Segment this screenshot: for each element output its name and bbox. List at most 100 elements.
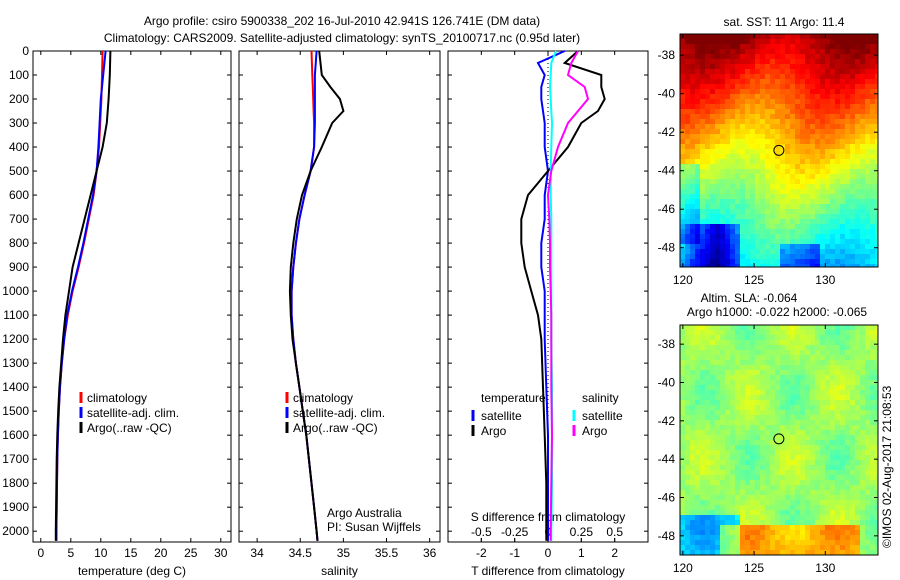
map-cell (870, 520, 875, 525)
map-cell (735, 380, 740, 385)
map-cell (720, 189, 725, 194)
map-cell (795, 505, 800, 510)
map-cell (720, 420, 725, 425)
map-cell (840, 249, 845, 254)
map-cell (840, 370, 845, 375)
map-cell (720, 350, 725, 355)
map-cell (785, 109, 790, 114)
map-cell (835, 350, 840, 355)
map-cell (695, 435, 700, 440)
map-cell (695, 109, 700, 114)
map-cell (870, 495, 875, 500)
map-cell (740, 530, 745, 535)
map-cell (830, 44, 835, 49)
map-cell (855, 390, 860, 395)
map-cell (790, 179, 795, 184)
map-cell (870, 179, 875, 184)
map-cell (705, 164, 710, 169)
map-cell (835, 104, 840, 109)
map-cell (690, 239, 695, 244)
y-tick-label: 700 (9, 212, 29, 226)
map-cell (830, 254, 835, 259)
map-cell (685, 69, 690, 74)
map-cell (835, 264, 840, 267)
map-cell (865, 540, 870, 545)
map-cell (865, 209, 870, 214)
map-cell (725, 89, 730, 94)
map-cell (750, 340, 755, 345)
map-cell (770, 139, 775, 144)
map-cell (695, 400, 700, 405)
map-cell (855, 430, 860, 435)
map-cell (850, 380, 855, 385)
map-cell (840, 495, 845, 500)
map-cell (785, 259, 790, 264)
legend-header: salinity (582, 391, 619, 405)
map-cell (800, 330, 805, 335)
map-cell (695, 69, 700, 74)
map-cell (875, 465, 878, 470)
map-cell (695, 375, 700, 380)
map-cell (755, 109, 760, 114)
map-cell (730, 500, 735, 505)
map-cell (830, 530, 835, 535)
map-cell (790, 184, 795, 189)
map-cell (740, 410, 745, 415)
map-cell (860, 350, 865, 355)
map-cell (775, 460, 780, 465)
map-cell (755, 84, 760, 89)
map-cell (710, 325, 715, 330)
map-cell (740, 64, 745, 69)
map-cell (700, 239, 705, 244)
map-cell (780, 485, 785, 490)
map-cell (715, 109, 720, 114)
map-cell (785, 400, 790, 405)
map-cell (860, 540, 865, 545)
map-cell (745, 249, 750, 254)
map-cell (835, 410, 840, 415)
map-cell (685, 425, 690, 430)
map-cell (745, 395, 750, 400)
map-cell (835, 89, 840, 94)
map-cell (685, 114, 690, 119)
map-cell (820, 219, 825, 224)
map-cell (850, 525, 855, 530)
map-cell (830, 405, 835, 410)
map-cell (725, 430, 730, 435)
map-cell (860, 99, 865, 104)
map-cell (770, 410, 775, 415)
map-cell (805, 204, 810, 209)
map-cell (770, 159, 775, 164)
map-cell (800, 375, 805, 380)
map-cell (760, 109, 765, 114)
map-cell (800, 440, 805, 445)
map-cell (875, 445, 878, 450)
map-cell (780, 159, 785, 164)
map-cell (760, 64, 765, 69)
map-cell (870, 129, 875, 134)
map-cell (815, 59, 820, 64)
map-cell (815, 44, 820, 49)
map-cell (845, 39, 850, 44)
map-cell (855, 450, 860, 455)
map-cell (700, 530, 705, 535)
map-cell (680, 59, 685, 64)
map-cell (785, 134, 790, 139)
map-cell (865, 460, 870, 465)
x-tick-label: 30 (214, 546, 228, 560)
map-cell (860, 515, 865, 520)
map-cell (785, 54, 790, 59)
x-tick-label: 2 (611, 546, 618, 560)
map-cell (800, 144, 805, 149)
map-cell (835, 34, 840, 39)
map-cell (860, 124, 865, 129)
map-cell (840, 99, 845, 104)
map-cell (725, 244, 730, 249)
map-cell (795, 264, 800, 267)
map-cell (830, 94, 835, 99)
map-cell (685, 535, 690, 540)
map-cell (695, 335, 700, 340)
map-cell (805, 139, 810, 144)
map-cell (680, 129, 685, 134)
map-cell (805, 495, 810, 500)
